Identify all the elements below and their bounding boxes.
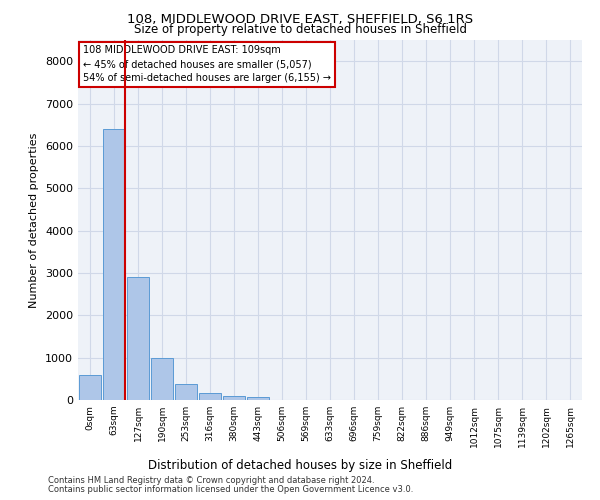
Text: Size of property relative to detached houses in Sheffield: Size of property relative to detached ho… (133, 22, 467, 36)
Bar (223, 396, 245, 400)
Bar (103, 129, 125, 400)
Text: 108, MIDDLEWOOD DRIVE EAST, SHEFFIELD, S6 1RS: 108, MIDDLEWOOD DRIVE EAST, SHEFFIELD, S… (127, 12, 473, 26)
Text: Distribution of detached houses by size in Sheffield: Distribution of detached houses by size … (148, 460, 452, 472)
Text: Contains public sector information licensed under the Open Government Licence v3: Contains public sector information licen… (48, 484, 413, 494)
Bar (79, 374, 101, 400)
Bar (199, 393, 221, 400)
Bar (127, 277, 149, 400)
Bar (247, 396, 269, 400)
Text: 108 MIDDLEWOOD DRIVE EAST: 109sqm
← 45% of detached houses are smaller (5,057)
5: 108 MIDDLEWOOD DRIVE EAST: 109sqm ← 45% … (83, 46, 331, 84)
Bar (151, 358, 173, 400)
Bar (175, 384, 197, 400)
Text: Contains HM Land Registry data © Crown copyright and database right 2024.: Contains HM Land Registry data © Crown c… (48, 476, 374, 485)
Y-axis label: Number of detached properties: Number of detached properties (29, 132, 40, 308)
